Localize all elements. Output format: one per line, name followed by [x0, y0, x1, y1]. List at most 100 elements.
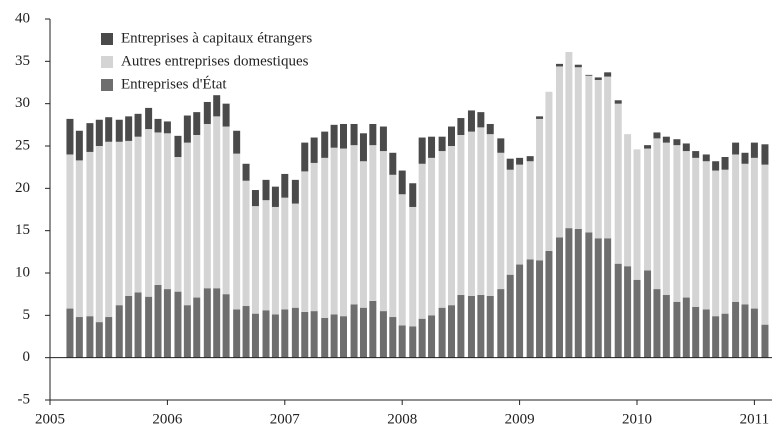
bar-segment [486, 295, 494, 358]
bar-segment [242, 306, 250, 358]
bar-segment [271, 186, 279, 207]
bar-segment [506, 274, 514, 358]
bar-segment [409, 326, 417, 358]
bar-segment [673, 145, 681, 302]
y-tick-label: 30 [15, 95, 30, 111]
bar-segment [594, 79, 602, 239]
bar-segment [702, 309, 710, 358]
bar-segment [644, 148, 652, 271]
bar-segment [585, 232, 593, 358]
bar-segment [467, 131, 475, 296]
bar-segment [477, 112, 485, 128]
bar-segment [174, 291, 182, 358]
bar-segment [125, 295, 133, 358]
x-tick-label: 2011 [740, 411, 769, 427]
bar-segment [448, 305, 456, 358]
bar-segment [379, 151, 387, 312]
bar-segment [213, 95, 221, 117]
bar-segment [125, 116, 133, 141]
bar-segment [339, 148, 347, 317]
bar-segment [174, 157, 182, 292]
bar-segment [310, 162, 318, 312]
bar-segment [75, 130, 83, 161]
legend-swatch [101, 79, 113, 91]
bar-segment [203, 123, 211, 289]
bar-segment [409, 183, 417, 207]
bar-segment [251, 313, 259, 358]
bar-segment [339, 123, 347, 149]
bar-segment [330, 314, 338, 358]
bar-segment [379, 311, 387, 358]
bar-segment [438, 307, 446, 358]
bar-segment [761, 144, 769, 165]
bar-segment [193, 134, 201, 298]
bar-segment [457, 118, 465, 135]
bar-segment [418, 137, 426, 164]
bar-segment [281, 197, 289, 310]
bar-segment [574, 64, 582, 68]
legend-swatch [101, 56, 113, 68]
bar-segment [448, 126, 456, 146]
bar-segment [95, 146, 103, 323]
y-tick-label: 35 [15, 53, 30, 69]
bar-segment [692, 157, 700, 307]
bar-segment [497, 152, 505, 290]
bar-segment [203, 288, 211, 358]
bar-segment [536, 260, 544, 358]
bar-segment [614, 100, 622, 104]
bar-segment [105, 317, 113, 358]
bar-segment [418, 163, 426, 319]
bar-segment [339, 316, 347, 358]
bar-segment [330, 147, 338, 315]
bar-segment [66, 154, 74, 309]
bar-segment [398, 170, 406, 195]
bar-segment [682, 297, 690, 358]
x-tick-label: 2006 [152, 411, 183, 427]
bar-segment [389, 152, 397, 175]
bar-segment [565, 52, 573, 229]
bar-segment [662, 295, 670, 358]
bar-segment [291, 179, 299, 204]
bar-segment [418, 318, 426, 358]
bar-segment [86, 151, 94, 317]
bar-segment [712, 170, 720, 317]
bar-segment [438, 136, 446, 152]
bar-segment [359, 161, 367, 308]
bar-segment [262, 200, 270, 311]
bar-segment [585, 75, 593, 233]
bar-segment [145, 296, 153, 358]
y-tick-label: 40 [15, 10, 30, 26]
legend-label: Autres entreprises domestiques [121, 53, 309, 69]
bar-segment [565, 228, 573, 358]
bar-segment [497, 289, 505, 358]
bar-segment [516, 157, 524, 165]
bar-segment [389, 317, 397, 358]
bar-segment [321, 317, 329, 358]
bar-segment [183, 142, 191, 306]
bar-segment [702, 161, 710, 310]
bar-segment [633, 149, 641, 280]
bar-segment [359, 307, 367, 358]
bar-segment [732, 301, 740, 358]
bar-segment [301, 311, 309, 358]
bar-segment [574, 228, 582, 358]
bar-segment [203, 101, 211, 124]
bar-segment [486, 134, 494, 296]
x-tick-label: 2008 [387, 411, 417, 427]
bar-segment [291, 307, 299, 358]
bar-segment [750, 157, 758, 309]
bar-segment [653, 138, 661, 290]
x-tick-label: 2010 [622, 411, 652, 427]
bar-segment [516, 164, 524, 265]
bar-segment [75, 160, 83, 318]
bar-segment [350, 145, 358, 305]
bar-segment [497, 138, 505, 153]
y-tick-label: 15 [15, 222, 30, 238]
bar-segment [233, 309, 241, 358]
bar-segment [467, 110, 475, 132]
bar-segment [556, 237, 564, 358]
bar-segment [154, 118, 162, 133]
bar-segment [398, 325, 406, 358]
bar-segment [662, 142, 670, 296]
bar-segment [359, 133, 367, 162]
